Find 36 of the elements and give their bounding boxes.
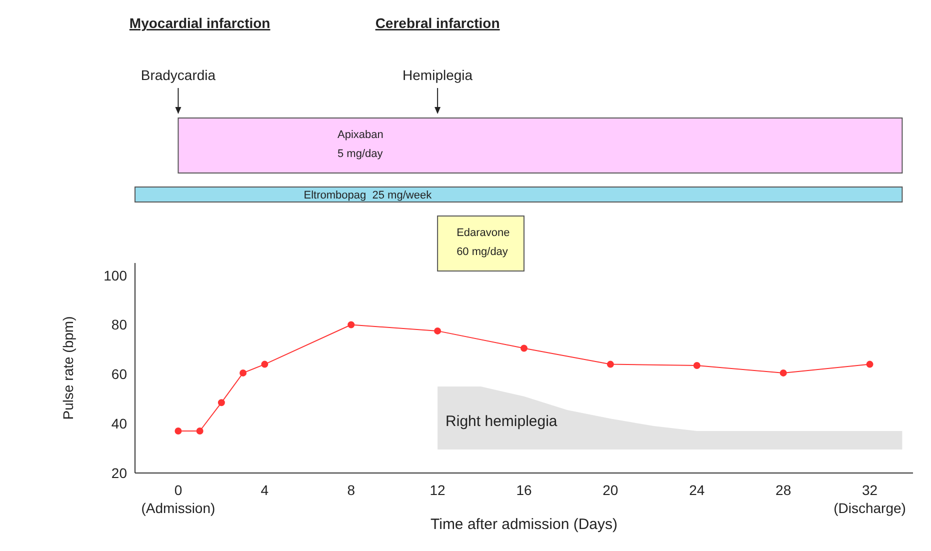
x-tick-label: 16 [516,482,532,498]
x-tick-label: 0 (Admission) [141,482,216,516]
text: Bradycardia [140,67,216,83]
text: Myocardial infarction [129,15,270,31]
point [348,321,355,328]
y-tick-label: 80 [111,316,128,333]
y-tick-label: 20 [111,464,128,481]
point [866,360,874,368]
y-tick-label: 40 [111,416,128,432]
text: Hemiplegia [402,67,473,83]
annotation: Right hemiplegia [446,413,558,430]
text: Cerebral infarction [375,15,500,31]
text: Eltrombopag 25 mg/week [304,190,432,202]
x-tick-label: 32 (Discharge) [834,482,906,516]
x-tick-label: 8 [347,482,356,498]
point [196,428,204,434]
text: Apixaban 5 mg/day [337,129,384,160]
point [174,428,182,434]
point [261,360,268,368]
point [780,369,787,376]
x-tick-label: 4 [260,482,269,498]
y-tick-label: 60 [111,366,128,382]
point [693,362,700,370]
y-axis-title: Pulse rate (bpm) [60,316,76,420]
point [606,360,614,368]
x-tick-label: 24 [689,482,705,498]
x-axis-title: Time after admission (Days) [430,516,618,533]
text: Edaravone 60 mg/day [456,227,510,258]
point [520,344,528,352]
point [218,399,225,406]
y-tick-label: 100 [104,267,128,284]
point [434,327,442,334]
x-tick-label: 20 [602,482,618,498]
x-tick-label: 12 [430,482,446,498]
x-tick-label: 28 [776,482,792,498]
point [240,369,247,376]
